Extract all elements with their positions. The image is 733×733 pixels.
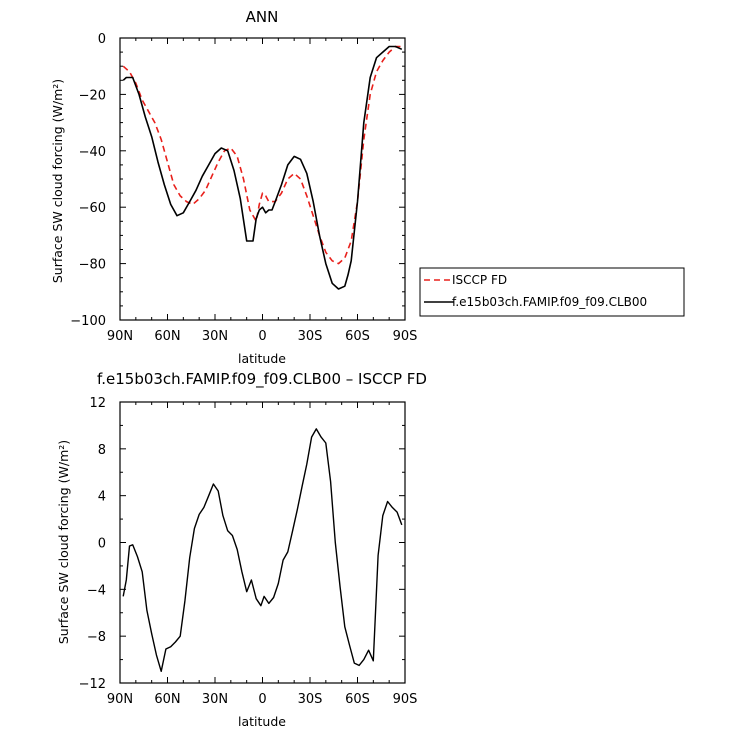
y-axis-label: Surface SW cloud forcing (W/m²) xyxy=(56,440,71,644)
series-lines xyxy=(122,428,403,672)
y-tick-label: −20 xyxy=(79,88,106,103)
y-tick-label: −40 xyxy=(79,145,106,160)
x-tick-label: 30S xyxy=(298,692,323,707)
y-tick-label: −60 xyxy=(79,201,106,216)
x-tick-label: 90N xyxy=(107,329,133,344)
x-tick-label: 0 xyxy=(258,692,266,707)
x-tick-label: 60N xyxy=(154,329,180,344)
chart-title: f.e15b03ch.FAMIP.f09_f09.CLB00 – ISCCP F… xyxy=(97,370,427,389)
y-tick-label: −100 xyxy=(70,314,106,329)
y-tick-label: 0 xyxy=(98,32,106,47)
x-tick-label: 60S xyxy=(345,329,370,344)
plot-frame xyxy=(119,37,406,321)
legend: ISCCP FD f.e15b03ch.FAMIP.f09_f09.CLB00 xyxy=(419,267,685,317)
y-tick-label: 12 xyxy=(89,396,106,411)
y-tick-label: −12 xyxy=(79,677,106,692)
x-tick-label: 30N xyxy=(202,329,228,344)
x-tick-label: 90S xyxy=(393,329,418,344)
x-tick-label: 90N xyxy=(107,692,133,707)
legend-label-isccp: ISCCP FD xyxy=(452,273,507,287)
plot-frame xyxy=(119,401,406,684)
legend-label-model: f.e15b03ch.FAMIP.f09_f09.CLB00 xyxy=(452,295,647,309)
legend-box xyxy=(419,267,685,317)
series-lines xyxy=(122,45,403,290)
chart-title: ANN xyxy=(246,8,279,26)
x-tick-label: 60N xyxy=(154,692,180,707)
x-tick-label: 30N xyxy=(202,692,228,707)
y-axis-label: Surface SW cloud forcing (W/m²) xyxy=(50,79,65,283)
y-tick-label: −4 xyxy=(87,583,106,598)
difference-chart: f.e15b03ch.FAMIP.f09_f09.CLB00 – ISCCP F… xyxy=(56,370,427,729)
mean-chart: ANN Surface SW cloud forcing (W/m²) lati… xyxy=(50,8,417,366)
x-tick-label: 90S xyxy=(393,692,418,707)
y-tick-label: 8 xyxy=(98,443,106,458)
x-tick-label: 60S xyxy=(345,692,370,707)
y-tick-label: −8 xyxy=(87,630,106,645)
y-tick-label: −80 xyxy=(79,258,106,273)
x-tick-label: 30S xyxy=(298,329,323,344)
series-line-2 xyxy=(122,45,403,290)
y-tick-label: 0 xyxy=(98,537,106,552)
x-tick-label: 0 xyxy=(258,329,266,344)
x-axis-label: latitude xyxy=(238,351,286,366)
series-line-1 xyxy=(122,428,403,672)
x-axis-label: latitude xyxy=(238,714,286,729)
y-tick-label: 4 xyxy=(98,490,106,505)
axes: 90N 60N 30N 0 30S 60S 90S 0 −20 −40 −60 −80 −100 xyxy=(70,32,417,344)
series-line-1 xyxy=(122,45,402,265)
